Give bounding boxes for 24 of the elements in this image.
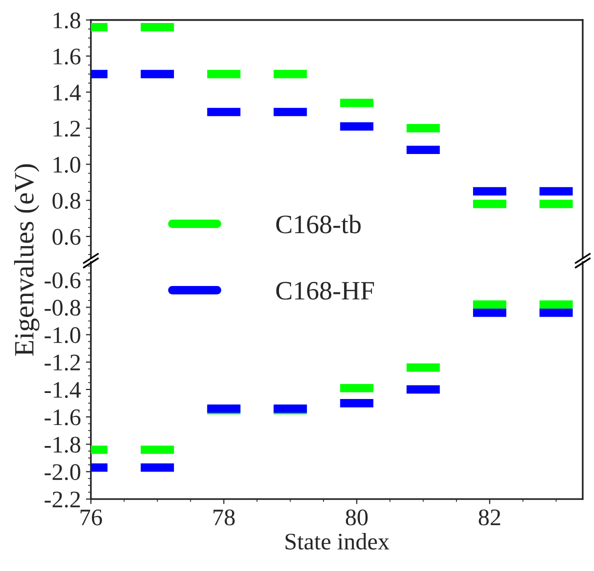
x-tick-label: 80: [346, 509, 368, 526]
legend-label: C168-tb: [276, 214, 361, 234]
y-tick-label: -0.8: [44, 300, 80, 316]
y-tick-label: -1.4: [44, 382, 81, 398]
legend-label: C168-HF: [276, 282, 374, 300]
y-tick-label: -1.2: [44, 354, 80, 371]
y-tick-label: 1.6: [54, 48, 80, 65]
x-axis-title: State index: [286, 532, 390, 550]
y-tick-label: -1.6: [44, 409, 80, 426]
y-tick-label: -0.6: [44, 272, 80, 288]
y-tick-label: 1.0: [54, 156, 80, 173]
y-tick-label: -2.2: [44, 492, 80, 508]
y-tick-label: 0.6: [52, 228, 80, 245]
y-tick-label: -2.0: [44, 464, 80, 480]
x-tick-label: 78: [214, 509, 235, 526]
y-tick-label: 0.8: [52, 192, 80, 209]
x-tick-label: 82: [478, 509, 500, 526]
y-tick-label: -1.8: [44, 436, 80, 453]
y-tick-label: -1.0: [44, 327, 80, 344]
y-tick-label: 1.4: [54, 84, 81, 101]
y-tick-label: 1.2: [54, 120, 80, 137]
y-axis-title: Eigenvalues (eV): [14, 164, 40, 356]
x-tick-label: 76: [80, 510, 102, 526]
y-tick-label: 1.8: [54, 12, 80, 29]
